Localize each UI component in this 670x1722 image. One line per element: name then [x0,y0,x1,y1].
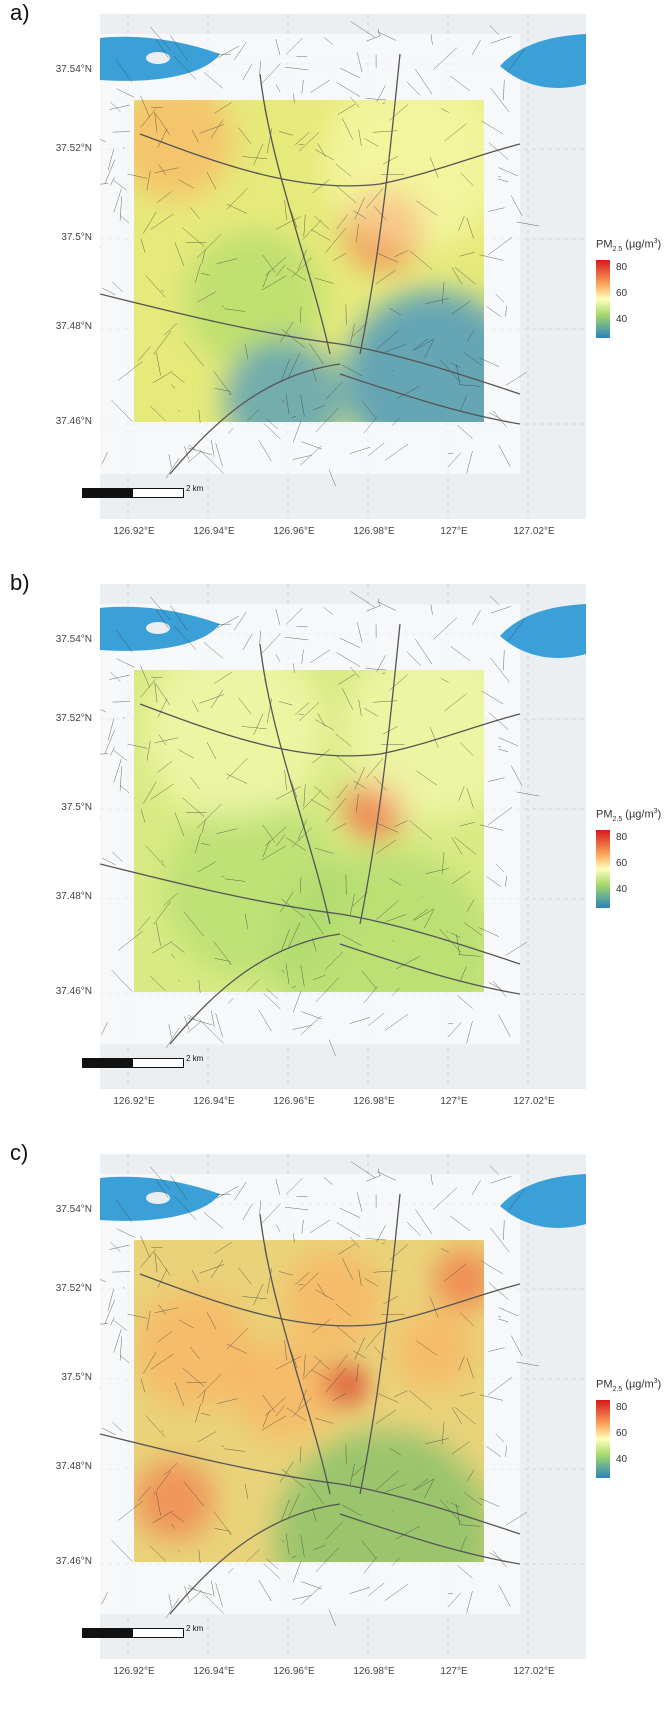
color-legend: PM2.5 (µg/m3) 80 60 40 [590,1378,666,1488]
y-tick-label: 37.46°N [55,986,92,997]
legend-title: PM2.5 (µg/m3) [596,238,662,253]
color-legend: PM2.5 (µg/m3) 80 60 40 [590,238,666,348]
legend-tick-label: 80 [616,1402,628,1413]
x-tick-label: 126.92°E [113,526,155,537]
legend-tick-label: 40 [616,1454,628,1465]
x-tick-label: 127°E [440,1666,468,1677]
y-tick-label: 37.46°N [55,416,92,427]
x-tick-label: 126.94°E [193,1096,235,1107]
map-area [100,14,586,519]
map-panel-b: b) 37.54°N 37.52°N 37.5°N 37.48°N 37.46°… [0,570,670,1144]
y-tick-label: 37.5°N [61,232,92,243]
panel-label: b) [10,570,30,595]
x-tick-label: 126.96°E [273,1666,315,1677]
legend-tick-label: 60 [616,288,628,299]
scale-bar-label: 2 km [186,1624,204,1633]
y-tick-label: 37.5°N [61,1372,92,1383]
legend-title: PM2.5 (µg/m3) [596,808,662,823]
y-tick-label: 37.54°N [55,64,92,75]
pm25-map [100,1154,586,1659]
legend-colorbar [596,830,610,908]
x-tick-label: 127°E [440,526,468,537]
scale-bar [82,488,184,498]
panel-label: c) [10,1140,29,1165]
y-tick-label: 37.46°N [55,1556,92,1567]
legend-colorbar [596,260,610,338]
legend-tick-label: 60 [616,858,628,869]
legend-tick-label: 60 [616,1428,628,1439]
scale-bar-label: 2 km [186,484,204,493]
y-tick-label: 37.54°N [55,1204,92,1215]
scale-bar-label: 2 km [186,1054,204,1063]
map-area [100,584,586,1089]
legend-tick-label: 80 [616,832,628,843]
y-tick-label: 37.48°N [55,891,92,902]
y-tick-label: 37.48°N [55,321,92,332]
scale-bar [82,1628,184,1638]
pm25-map [100,14,586,519]
y-tick-label: 37.52°N [55,1283,92,1294]
pm25-map [100,584,586,1089]
heatmap-layer [134,670,484,992]
legend-tick-label: 40 [616,884,628,895]
map-area [100,1154,586,1659]
x-tick-label: 127.02°E [513,526,555,537]
x-tick-label: 127.02°E [513,1096,555,1107]
legend-title: PM2.5 (µg/m3) [596,1378,662,1393]
color-legend: PM2.5 (µg/m3) 80 60 40 [590,808,666,918]
x-tick-label: 126.94°E [193,526,235,537]
x-tick-label: 126.96°E [273,1096,315,1107]
y-tick-label: 37.54°N [55,634,92,645]
x-tick-label: 126.92°E [113,1096,155,1107]
x-tick-label: 126.92°E [113,1666,155,1677]
x-tick-label: 126.98°E [353,1666,395,1677]
panel-label: a) [10,0,30,25]
legend-tick-label: 80 [616,262,628,273]
x-tick-label: 126.98°E [353,1096,395,1107]
legend-tick-label: 40 [616,314,628,325]
x-tick-label: 127°E [440,1096,468,1107]
x-tick-label: 126.94°E [193,1666,235,1677]
y-tick-label: 37.52°N [55,143,92,154]
x-tick-label: 126.96°E [273,526,315,537]
x-tick-label: 127.02°E [513,1666,555,1677]
y-tick-label: 37.48°N [55,1461,92,1472]
map-panel-a: a) 37.54°N 37.52°N 37.5°N 37.48°N 37.46°… [0,0,670,574]
scale-bar [82,1058,184,1068]
y-tick-label: 37.52°N [55,713,92,724]
x-tick-label: 126.98°E [353,526,395,537]
y-tick-label: 37.5°N [61,802,92,813]
map-panel-c: c) 37.54°N 37.52°N 37.5°N 37.48°N 37.46°… [0,1140,670,1714]
legend-colorbar [596,1400,610,1478]
heatmap-layer [134,100,484,422]
